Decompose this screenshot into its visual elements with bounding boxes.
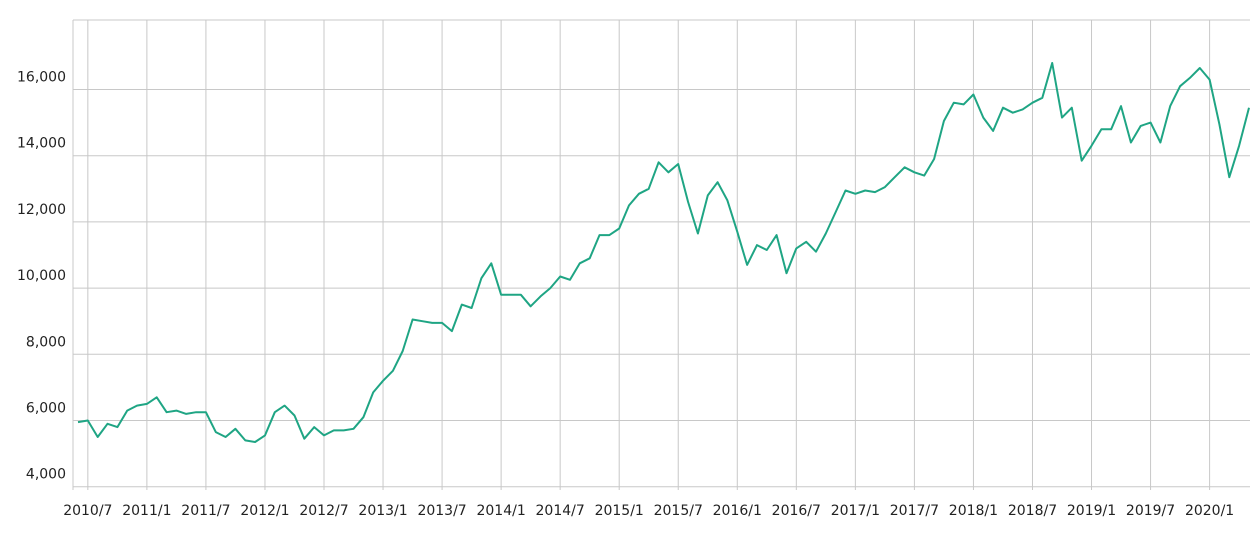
x-tick-label: 2020/1 (1185, 503, 1234, 519)
y-tick-label: 10,000 (17, 268, 66, 284)
x-tick-label: 2015/7 (654, 503, 703, 519)
x-tick-label: 2014/7 (536, 503, 585, 519)
x-tick-label: 2010/7 (63, 503, 112, 519)
y-tick-label: 12,000 (17, 202, 66, 218)
x-tick-label: 2016/7 (772, 503, 821, 519)
y-tick-label: 14,000 (17, 136, 66, 152)
x-tick-label: 2018/1 (949, 503, 998, 519)
x-tick-label: 2012/7 (299, 503, 348, 519)
x-tick-label: 2014/1 (476, 503, 525, 519)
x-tick-label: 2019/1 (1067, 503, 1116, 519)
x-tick-label: 2016/1 (713, 503, 762, 519)
x-tick-label: 2013/1 (358, 503, 407, 519)
y-tick-label: 6,000 (26, 400, 66, 416)
x-tick-label: 2018/7 (1008, 503, 1057, 519)
x-tick-label: 2011/7 (181, 503, 230, 519)
x-tick-label: 2017/7 (890, 503, 939, 519)
data-line (77, 62, 1250, 443)
x-tick-label: 2019/7 (1126, 503, 1175, 519)
y-tick-label: 8,000 (26, 334, 66, 350)
y-tick-label: 16,000 (17, 70, 66, 86)
y-tick-label: 4,000 (26, 467, 66, 483)
x-tick-label: 2013/7 (417, 503, 466, 519)
x-tick-label: 2012/1 (240, 503, 289, 519)
x-tick-label: 2011/1 (122, 503, 171, 519)
x-tick-label: 2015/1 (595, 503, 644, 519)
x-tick-label: 2017/1 (831, 503, 880, 519)
